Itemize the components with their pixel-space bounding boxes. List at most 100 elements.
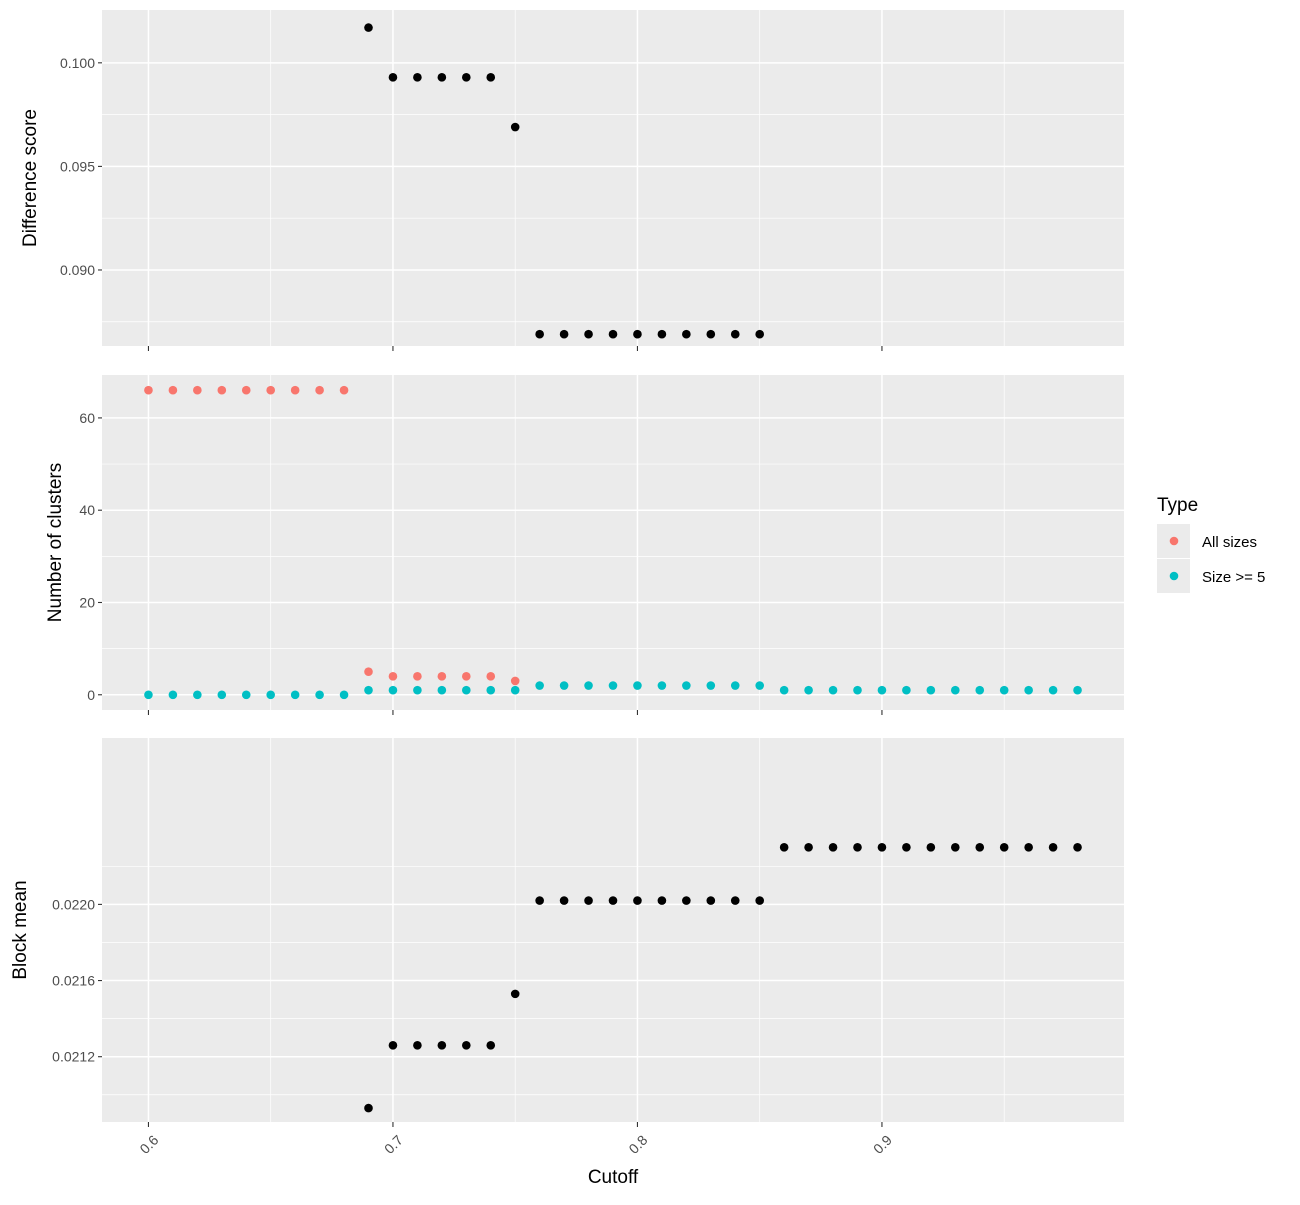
data-point [779, 842, 789, 852]
data-point [999, 685, 1009, 695]
data-point [364, 1103, 373, 1113]
panel-background [102, 738, 1124, 1122]
data-point [584, 329, 593, 339]
data-point [486, 73, 496, 82]
data-point [413, 1040, 422, 1050]
y-tick-label: 0.095 [60, 158, 95, 174]
data-point [755, 329, 764, 339]
data-point [1024, 842, 1033, 852]
data-point [730, 896, 740, 905]
panel-difference: 0.090 0.095 0.100 Difference score [20, 10, 1124, 351]
data-point [462, 672, 471, 681]
data-point [877, 685, 887, 695]
y-tick-label: 0.0220 [52, 896, 95, 912]
panel-background [102, 10, 1124, 346]
panel-block: 0.0212 0.0216 0.0220 Block mean [10, 738, 1124, 1127]
data-point [1073, 685, 1082, 695]
data-point [853, 842, 862, 852]
data-point [290, 385, 300, 395]
y-axis-title: Number of clusters [45, 463, 66, 622]
data-point [1048, 842, 1058, 852]
data-point [510, 989, 520, 999]
panel-background [102, 375, 1124, 710]
data-point [950, 842, 960, 852]
data-point [339, 690, 349, 700]
data-point [975, 685, 985, 695]
data-point [559, 329, 569, 339]
data-point [144, 385, 153, 395]
data-point [1073, 842, 1082, 852]
data-point [168, 385, 178, 395]
data-point [608, 681, 618, 690]
x-tick-label: 0.8 [625, 1132, 650, 1157]
data-point [266, 385, 276, 395]
x-axis-title: Cutoff [588, 1167, 639, 1188]
data-point [706, 329, 716, 339]
data-point [535, 329, 544, 339]
y-tick-label: 0.100 [60, 55, 95, 71]
data-point [633, 896, 642, 905]
data-point [462, 73, 471, 82]
data-point [755, 681, 764, 690]
data-point [510, 122, 520, 132]
data-point [217, 690, 227, 700]
y-tick-label: 0.0212 [52, 1049, 95, 1065]
data-point [144, 690, 153, 700]
data-point [608, 896, 618, 905]
y-tick-label: 0.090 [60, 262, 95, 278]
data-point [877, 842, 887, 852]
data-point [217, 385, 227, 395]
data-point [510, 676, 520, 686]
data-point [266, 690, 276, 700]
data-point [853, 685, 862, 695]
data-point [510, 685, 520, 695]
data-point [633, 681, 642, 690]
panel-clusters: 0 20 40 60 Number of clusters [45, 375, 1124, 715]
data-point [730, 329, 740, 339]
data-point [168, 690, 178, 700]
y-axis-title: Block mean [10, 880, 31, 979]
data-point [657, 681, 667, 690]
data-point [193, 690, 202, 700]
data-point [290, 690, 300, 700]
y-tick-label: 60 [79, 410, 95, 426]
legend-title: Type [1157, 495, 1198, 516]
data-point [364, 667, 373, 677]
y-tick-label: 0 [87, 687, 95, 703]
data-point [755, 896, 764, 905]
data-point [315, 690, 324, 700]
x-tick-label: 0.9 [870, 1132, 895, 1157]
data-point [437, 672, 447, 681]
data-point [902, 842, 911, 852]
data-point [706, 681, 716, 690]
data-point [804, 842, 813, 852]
data-point [584, 896, 593, 905]
x-tick-label: 0.6 [136, 1132, 161, 1157]
data-point [804, 685, 813, 695]
data-point [388, 1040, 398, 1050]
data-point [682, 329, 691, 339]
data-point [535, 681, 544, 690]
data-point [584, 681, 593, 690]
data-point [462, 685, 471, 695]
data-point [364, 23, 373, 32]
data-point [388, 672, 398, 681]
data-point [241, 690, 251, 700]
data-point [437, 1040, 447, 1050]
data-point [730, 681, 740, 690]
y-tick-label: 0.0216 [52, 973, 95, 989]
data-point [413, 672, 422, 681]
data-point [241, 385, 251, 395]
data-point [950, 685, 960, 695]
data-point [633, 329, 642, 339]
data-point [413, 73, 422, 82]
data-point [193, 385, 202, 395]
data-point [682, 896, 691, 905]
legend-label-all-sizes: All sizes [1202, 534, 1257, 551]
data-point [975, 842, 985, 852]
data-point [902, 685, 911, 695]
y-axis-title: Difference score [20, 109, 41, 247]
data-point [1024, 685, 1033, 695]
legend-label-size5: Size >= 5 [1202, 569, 1265, 586]
